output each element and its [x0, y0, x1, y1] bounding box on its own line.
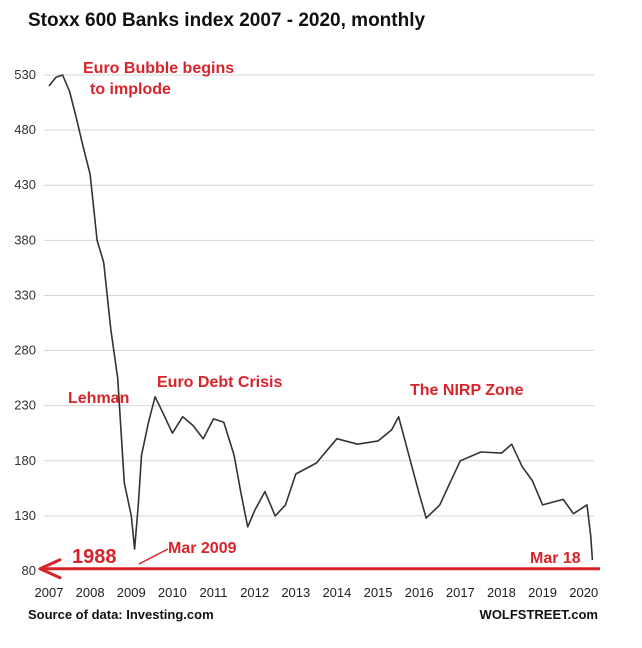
- annotation-euro-bubble-2: to implode: [90, 81, 171, 98]
- level-arrow-head: [38, 558, 62, 580]
- annotation-mar18: Mar 18: [530, 550, 581, 567]
- y-tick-label: 180: [14, 453, 36, 468]
- mar2009-pointer: [138, 548, 169, 565]
- gridlines: [44, 74, 594, 517]
- annotation-1988: 1988: [72, 546, 117, 568]
- x-tick-label: 2015: [364, 585, 393, 600]
- x-tick-label: 2007: [35, 585, 64, 600]
- y-axis-ticks: 80 130 180 230 280 330 380 430 480 530: [14, 67, 36, 578]
- credit-note: WOLFSTREET.com: [480, 607, 598, 622]
- y-tick-label: 380: [14, 232, 36, 247]
- y-tick-label: 480: [14, 122, 36, 137]
- annotation-lehman: Lehman: [68, 390, 129, 407]
- chart-title: Stoxx 600 Banks index 2007 - 2020, month…: [28, 10, 426, 31]
- annotation-euro-debt: Euro Debt Crisis: [157, 374, 282, 391]
- x-tick-label: 2017: [446, 585, 475, 600]
- y-tick-label: 430: [14, 177, 36, 192]
- x-axis-ticks: 2007 2008 2009 2010 2011 2012 2013 2014 2015 2016…: [35, 585, 599, 600]
- source-note: Source of data: Investing.com: [28, 607, 214, 622]
- x-tick-label: 2011: [200, 585, 228, 600]
- x-tick-label: 2008: [76, 585, 105, 600]
- x-tick-label: 2016: [405, 585, 434, 600]
- x-tick-label: 2010: [158, 585, 187, 600]
- annotation-nirp: The NIRP Zone: [410, 382, 524, 399]
- annotation-mar2009: Mar 2009: [168, 540, 237, 557]
- x-tick-label: 2019: [528, 585, 557, 600]
- x-tick-label: 2014: [322, 585, 351, 600]
- y-tick-label: 230: [14, 398, 36, 413]
- x-tick-label: 2009: [117, 585, 146, 600]
- y-tick-label: 280: [14, 343, 36, 358]
- x-tick-label: 2020: [569, 585, 598, 600]
- x-tick-label: 2018: [487, 585, 516, 600]
- y-tick-label: 80: [22, 563, 36, 578]
- y-tick-label: 130: [14, 508, 36, 523]
- annotation-euro-bubble: Euro Bubble begins: [83, 60, 234, 77]
- y-tick-label: 530: [14, 67, 36, 82]
- series-line: [48, 74, 594, 561]
- x-tick-label: 2012: [240, 585, 269, 600]
- x-tick-label: 2013: [281, 585, 310, 600]
- y-tick-label: 330: [14, 287, 36, 302]
